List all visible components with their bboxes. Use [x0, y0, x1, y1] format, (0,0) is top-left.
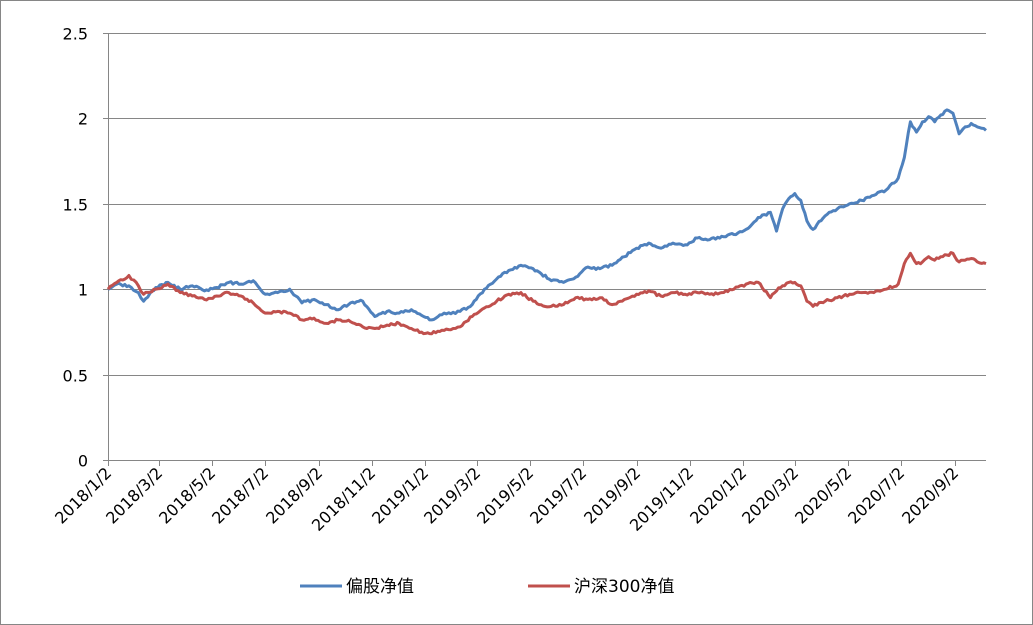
legend-label-2: 沪深300净值 [574, 577, 674, 597]
x-tick-label: 2020/3/2 [738, 463, 802, 527]
x-tick-label: 2018/7/2 [208, 463, 272, 527]
y-tick-label: 0.5 [63, 367, 88, 386]
gridlines [108, 33, 986, 376]
legend-label-1: 偏股净值 [346, 577, 414, 597]
x-tick-label: 2020/7/2 [844, 463, 908, 527]
y-tick-label: 0 [78, 452, 88, 471]
series-lines [106, 108, 987, 336]
series-line-2 [106, 251, 987, 336]
x-tick-label: 2020/9/2 [898, 463, 962, 527]
y-tick-label: 1 [78, 281, 88, 300]
series-line-1 [107, 108, 987, 322]
x-tick-label: 2020/5/2 [791, 463, 855, 527]
x-tick-label: 2018/3/2 [102, 463, 166, 527]
y-tick-labels: 0 0.5 1 1.5 2 2.5 [63, 25, 88, 471]
legend: 偏股净值 沪深300净值 [300, 577, 674, 597]
x-tick-label: 2018/5/2 [155, 463, 219, 527]
x-tick-labels: 2018/1/22018/3/22018/5/22018/7/22018/9/2… [51, 463, 962, 534]
y-tick-label: 2 [78, 110, 88, 129]
x-tick-label: 2019/3/2 [420, 463, 484, 527]
axes [103, 33, 986, 466]
x-tick-label: 2019/5/2 [473, 463, 537, 527]
y-tick-label: 1.5 [63, 196, 88, 215]
x-tick-label: 2019/7/2 [526, 463, 590, 527]
y-tick-label: 2.5 [63, 25, 88, 44]
